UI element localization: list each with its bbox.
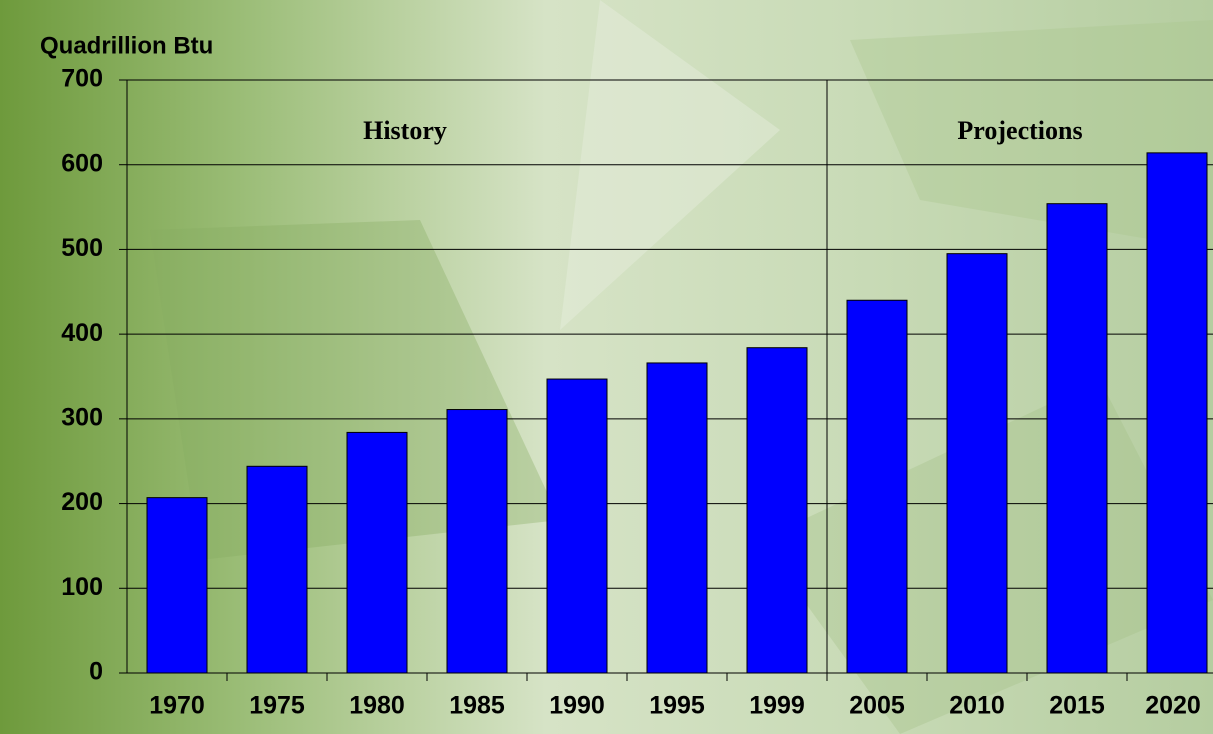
bar <box>1146 152 1208 674</box>
bar <box>146 497 208 674</box>
bar <box>446 409 508 674</box>
y-axis-label: Quadrillion Btu <box>40 32 213 59</box>
bar <box>746 347 808 674</box>
bar <box>1046 203 1108 674</box>
x-tick-label: 1990 <box>549 692 605 720</box>
y-tick-label: 600 <box>61 149 103 177</box>
bar <box>646 362 708 674</box>
bar <box>546 378 608 674</box>
x-tick-label: 1995 <box>649 692 705 720</box>
y-tick-label: 300 <box>61 403 103 431</box>
annotation: History <box>363 116 447 145</box>
decor <box>850 20 1213 250</box>
x-tick-label: 1970 <box>149 692 205 720</box>
x-tick-label: 1980 <box>349 692 405 720</box>
annotation: Projections <box>957 116 1082 145</box>
x-tick-label: 2005 <box>849 692 905 720</box>
bar <box>246 465 308 674</box>
y-tick-label: 700 <box>61 65 103 93</box>
y-tick-label: 0 <box>89 658 103 686</box>
y-tick-label: 200 <box>61 488 103 516</box>
x-tick-label: 1975 <box>249 692 305 720</box>
x-tick-label: 1999 <box>749 692 805 720</box>
x-tick-label: 2015 <box>1049 692 1105 720</box>
x-tick-label: 2020 <box>1145 692 1201 720</box>
x-tick-label: 2010 <box>949 692 1005 720</box>
bar <box>346 431 408 674</box>
y-tick-label: 400 <box>61 319 103 347</box>
bar <box>846 299 908 674</box>
x-tick-label: 1985 <box>449 692 505 720</box>
bar <box>946 253 1008 674</box>
y-tick-label: 100 <box>61 573 103 601</box>
y-tick-label: 500 <box>61 234 103 262</box>
